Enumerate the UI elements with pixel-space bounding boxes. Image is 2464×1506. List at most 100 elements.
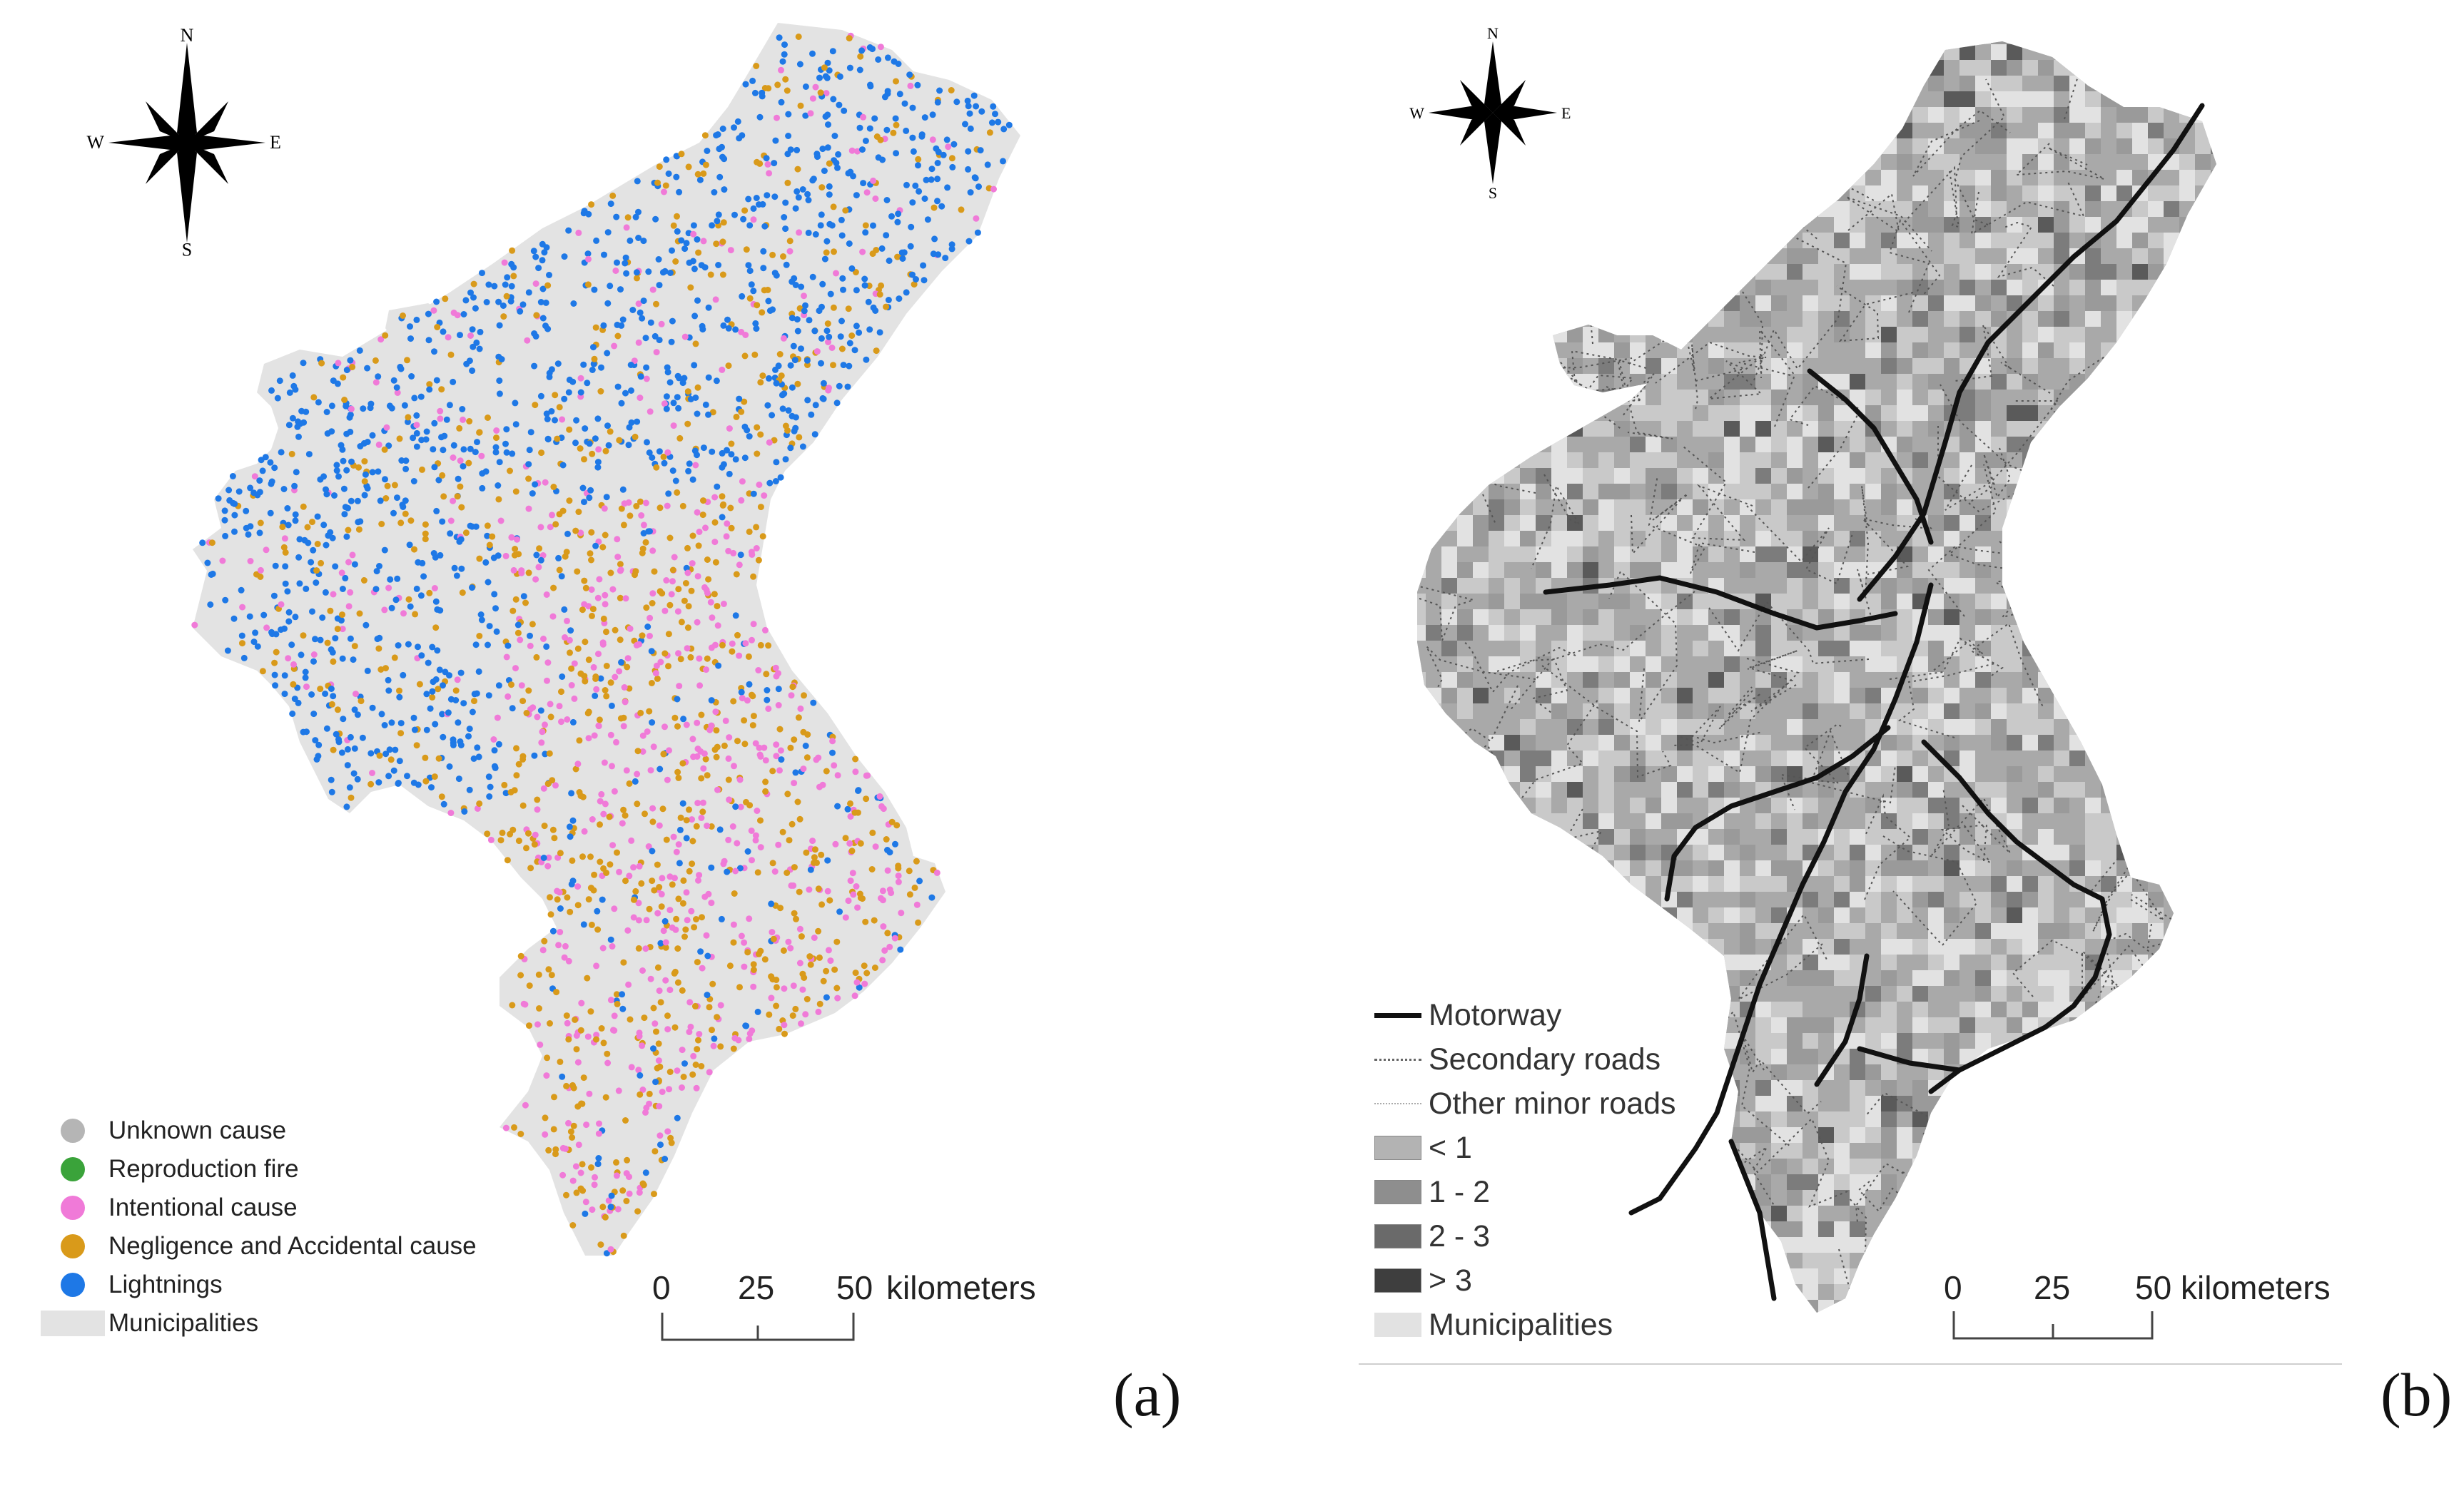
fire-point [880, 805, 887, 813]
fire-point [679, 1047, 686, 1054]
fire-point [581, 828, 588, 835]
fire-point [719, 271, 726, 278]
density-cell [1441, 327, 1457, 342]
fire-point [613, 1159, 619, 1166]
fire-point [805, 197, 812, 203]
fire-point [239, 604, 246, 611]
density-cell [2195, 295, 2211, 311]
fire-point [431, 585, 438, 591]
density-cell [1724, 233, 1740, 248]
fire-point [830, 362, 836, 369]
fire-point [597, 821, 603, 828]
fire-point [405, 596, 412, 603]
fire-point [805, 229, 812, 236]
fire-point [607, 1204, 614, 1211]
density-cell [1991, 531, 2007, 546]
density-cell [1426, 358, 1441, 374]
fire-point [738, 688, 745, 696]
fire-point [345, 504, 351, 512]
fire-point [343, 533, 350, 540]
fire-point [686, 806, 692, 813]
density-cell [1787, 280, 1803, 295]
density-cell [2226, 327, 2242, 342]
density-cell [1897, 217, 1912, 233]
density-cell [2164, 44, 2179, 60]
density-cell [1504, 578, 1520, 594]
fire-point [308, 559, 315, 566]
fire-point [732, 456, 739, 463]
fire-point [600, 322, 607, 329]
fire-point [319, 614, 326, 621]
fire-point [888, 890, 895, 897]
density-cell [1834, 499, 1850, 515]
fire-point [369, 469, 376, 476]
fire-point [756, 160, 764, 167]
density-cell [1991, 201, 2007, 217]
fire-point [310, 546, 317, 554]
density-cell [1426, 138, 1441, 154]
fire-point [666, 987, 674, 994]
density-cell [1975, 264, 1991, 280]
fire-point [432, 624, 440, 631]
density-cell [2007, 703, 2022, 719]
fire-point [965, 238, 973, 245]
fire-point [802, 1011, 809, 1018]
density-cell [1834, 546, 1850, 562]
fire-point [513, 745, 519, 752]
fire-point [554, 435, 561, 442]
density-cell [1755, 499, 1771, 515]
density-cell [2164, 248, 2179, 264]
density-cell [1724, 311, 1740, 327]
fire-point [869, 46, 876, 53]
density-cell [1975, 154, 1991, 170]
fire-point [397, 519, 405, 526]
density-cell [2226, 421, 2242, 437]
fire-point [548, 972, 555, 979]
density-cell [1771, 107, 1787, 123]
density-cell [1567, 515, 1583, 531]
fire-point [270, 592, 278, 599]
density-cell [2101, 672, 2116, 688]
fire-point [1000, 158, 1006, 165]
density-cell [1881, 374, 1897, 390]
fire-point [460, 311, 467, 317]
density-cell [2179, 484, 2195, 499]
density-cell [1881, 468, 1897, 484]
fire-point [491, 747, 498, 754]
density-cell [1740, 531, 1755, 546]
fire-point [778, 756, 785, 763]
fire-point [731, 124, 737, 131]
fire-point [621, 684, 628, 691]
density-cell [1787, 625, 1803, 641]
density-cell [1598, 641, 1614, 656]
density-cell [1693, 280, 1708, 295]
density-cell [1724, 641, 1740, 656]
density-cell [1850, 44, 1865, 60]
density-cell [1991, 578, 2007, 594]
density-cell [2116, 91, 2132, 107]
density-cell [1850, 60, 1865, 76]
fire-point [279, 524, 286, 531]
fire-point [581, 499, 587, 506]
density-cell [1834, 374, 1850, 390]
density-cell [1441, 217, 1457, 233]
density-cell [2022, 342, 2038, 358]
density-cell [1426, 280, 1441, 295]
density-cell [2211, 609, 2216, 625]
density-cell [2179, 154, 2195, 170]
density-cell [1755, 562, 1771, 578]
density-cell [1583, 531, 1598, 546]
density-cell [1818, 390, 1834, 405]
density-cell [2226, 170, 2242, 185]
fire-point [431, 419, 438, 427]
fire-point [484, 522, 491, 529]
density-cell [2069, 154, 2085, 170]
map-panel-a: N S E W Unknown cause Reproduction fire … [41, 23, 1181, 1429]
fire-point [514, 621, 522, 629]
fire-point [510, 273, 517, 280]
fire-point [724, 316, 731, 323]
density-cell [1614, 405, 1630, 421]
fire-point [757, 641, 764, 648]
density-cell [1834, 578, 1850, 594]
density-cell [2226, 248, 2242, 264]
